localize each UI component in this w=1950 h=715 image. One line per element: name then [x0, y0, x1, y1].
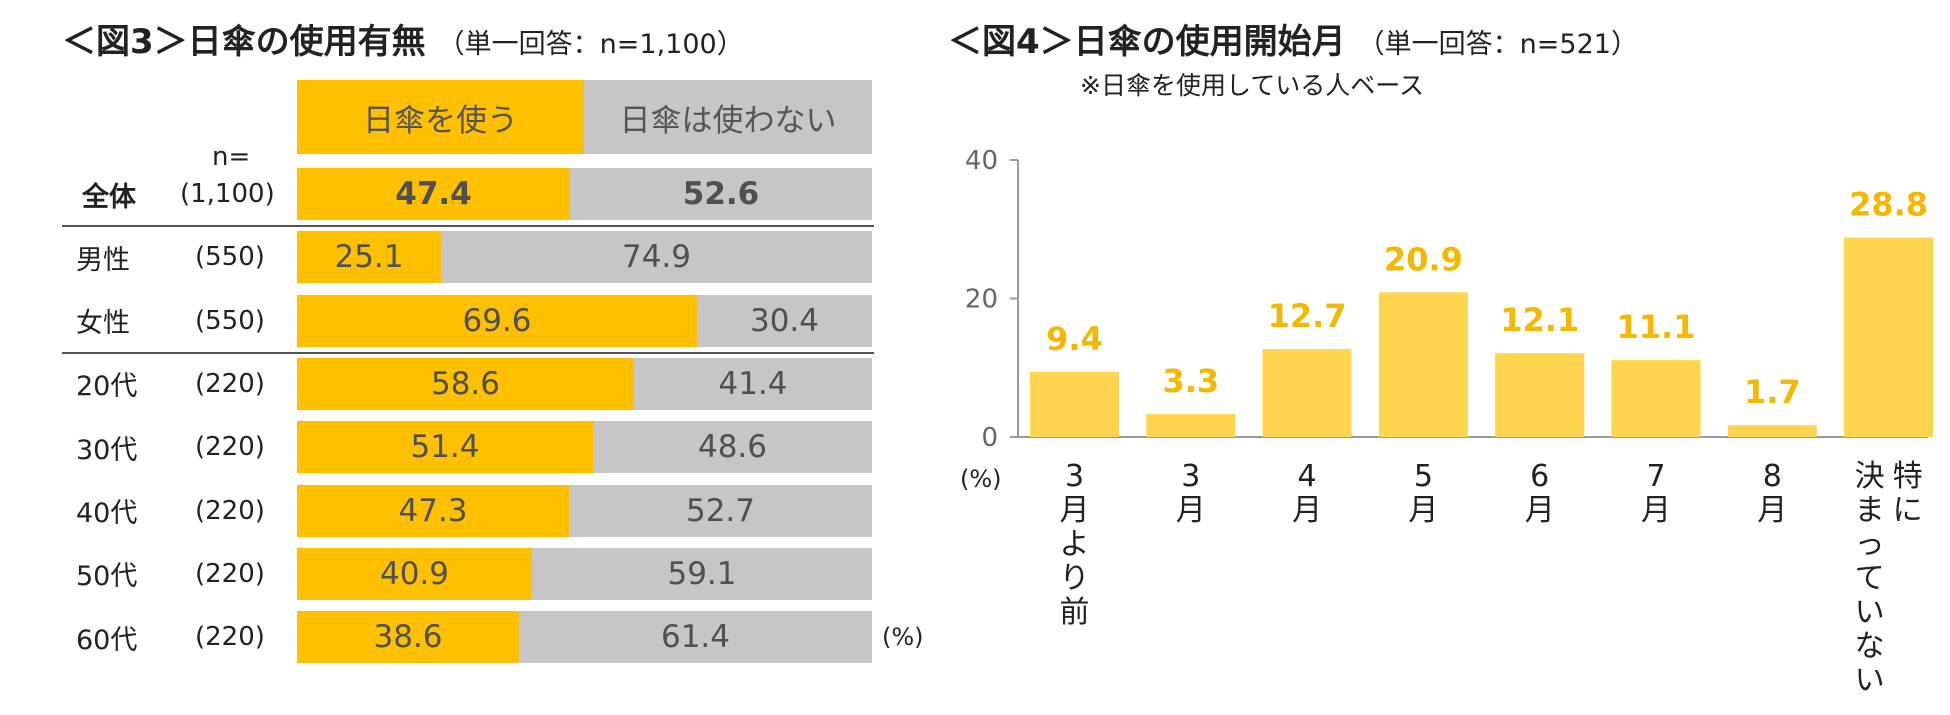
legend-not-use-header: 日傘は使わない	[584, 80, 872, 154]
data-label-0: 9.4	[1046, 320, 1103, 358]
n-label: n=	[212, 142, 251, 172]
fig3-stacked-bar-chart: 日傘を使う 日傘は使わない n= 47.4 52.6 全体 (1,100) 25.1 74.9 男…	[0, 0, 960, 715]
bar-use-5: 47.3	[297, 484, 569, 537]
fig3-title: ＜図3＞日傘の使用有無 （単一回答：n=1,100）	[62, 14, 744, 63]
data-label-3: 20.9	[1384, 240, 1463, 278]
separator-total	[62, 225, 874, 228]
bar-6	[1727, 425, 1817, 437]
bar-use-4: 51.4	[297, 421, 593, 474]
row-n-4: (220)	[195, 432, 265, 463]
bar-not-use-6: 59.1	[532, 547, 872, 600]
bar-not-use-0: 52.6	[570, 168, 872, 220]
row-n-5: (220)	[195, 495, 265, 526]
bar-2	[1262, 349, 1352, 437]
row-n-1: (550)	[195, 242, 265, 273]
bar-5	[1611, 360, 1701, 437]
fig4-unit: (%)	[960, 465, 1002, 493]
fig4-note: ※日傘を使用している人ベース	[1080, 71, 1424, 100]
fig3-unit: (%)	[882, 623, 924, 652]
data-label-4: 12.1	[1500, 301, 1579, 339]
row-label-5: 40代	[76, 498, 138, 529]
row-n-0: (1,100)	[180, 179, 275, 209]
fig4-title: ＜図4＞日傘の使用開始月 （単一回答：n=521）	[948, 14, 1638, 63]
bar-not-use-7: 61.4	[519, 611, 872, 664]
fig4-title-text: ＜図4＞日傘の使用開始月	[948, 22, 1346, 62]
category-label-7-0: 特に	[1893, 459, 1923, 528]
row-label-0: 全体	[82, 181, 136, 213]
bar-7	[1844, 237, 1934, 437]
bar-use-2: 69.6	[297, 294, 697, 347]
data-label-1: 3.3	[1162, 362, 1219, 400]
bar-not-use-4: 48.6	[593, 421, 872, 474]
row-label-7: 60代	[76, 624, 138, 656]
y-tick-label-1: 20	[965, 285, 998, 315]
bar-0	[1030, 371, 1119, 437]
row-n-3: (220)	[195, 368, 265, 399]
bar-not-use-1: 74.9	[441, 231, 872, 284]
category-label-7-1: 決まっていない	[1855, 459, 1885, 698]
data-label-5: 11.1	[1617, 308, 1696, 346]
fig3-subtitle: （単一回答：n=1,100）	[437, 29, 744, 60]
row-label-2: 女性	[76, 308, 130, 340]
bar-use-3: 58.6	[297, 357, 634, 410]
bar-use-1: 25.1	[297, 231, 441, 284]
bar-use-7: 38.6	[297, 611, 519, 664]
row-n-7: (220)	[195, 622, 265, 653]
bar-not-use-5: 52.7	[569, 484, 872, 537]
row-n-6: (220)	[195, 558, 265, 589]
row-label-6: 50代	[76, 561, 138, 593]
row-label-1: 男性	[76, 244, 130, 276]
row-label-4: 30代	[76, 434, 138, 466]
row-label-3: 20代	[76, 371, 138, 403]
data-label-6: 1.7	[1744, 373, 1801, 411]
y-tick-label-2: 40	[965, 146, 998, 176]
bar-3	[1378, 292, 1468, 437]
fig3-title-text: ＜図3＞日傘の使用有無	[62, 22, 426, 62]
data-label-7: 28.8	[1849, 186, 1928, 224]
separator-gender	[62, 351, 874, 354]
bar-use-6: 40.9	[297, 547, 532, 600]
bar-4	[1495, 353, 1585, 437]
bar-not-use-3: 41.4	[634, 357, 872, 410]
y-tick-label-0: 0	[981, 423, 998, 453]
fig4-subtitle: （単一回答：n=521）	[1357, 29, 1638, 60]
bar-use-0: 47.4	[297, 168, 570, 220]
row-n-2: (550)	[195, 305, 265, 336]
bar-not-use-2: 30.4	[697, 294, 872, 347]
data-label-2: 12.7	[1268, 297, 1347, 335]
legend-use-header: 日傘を使う	[297, 80, 584, 154]
category-label-0: 3 月より前	[1060, 459, 1090, 630]
bar-1	[1146, 414, 1236, 437]
